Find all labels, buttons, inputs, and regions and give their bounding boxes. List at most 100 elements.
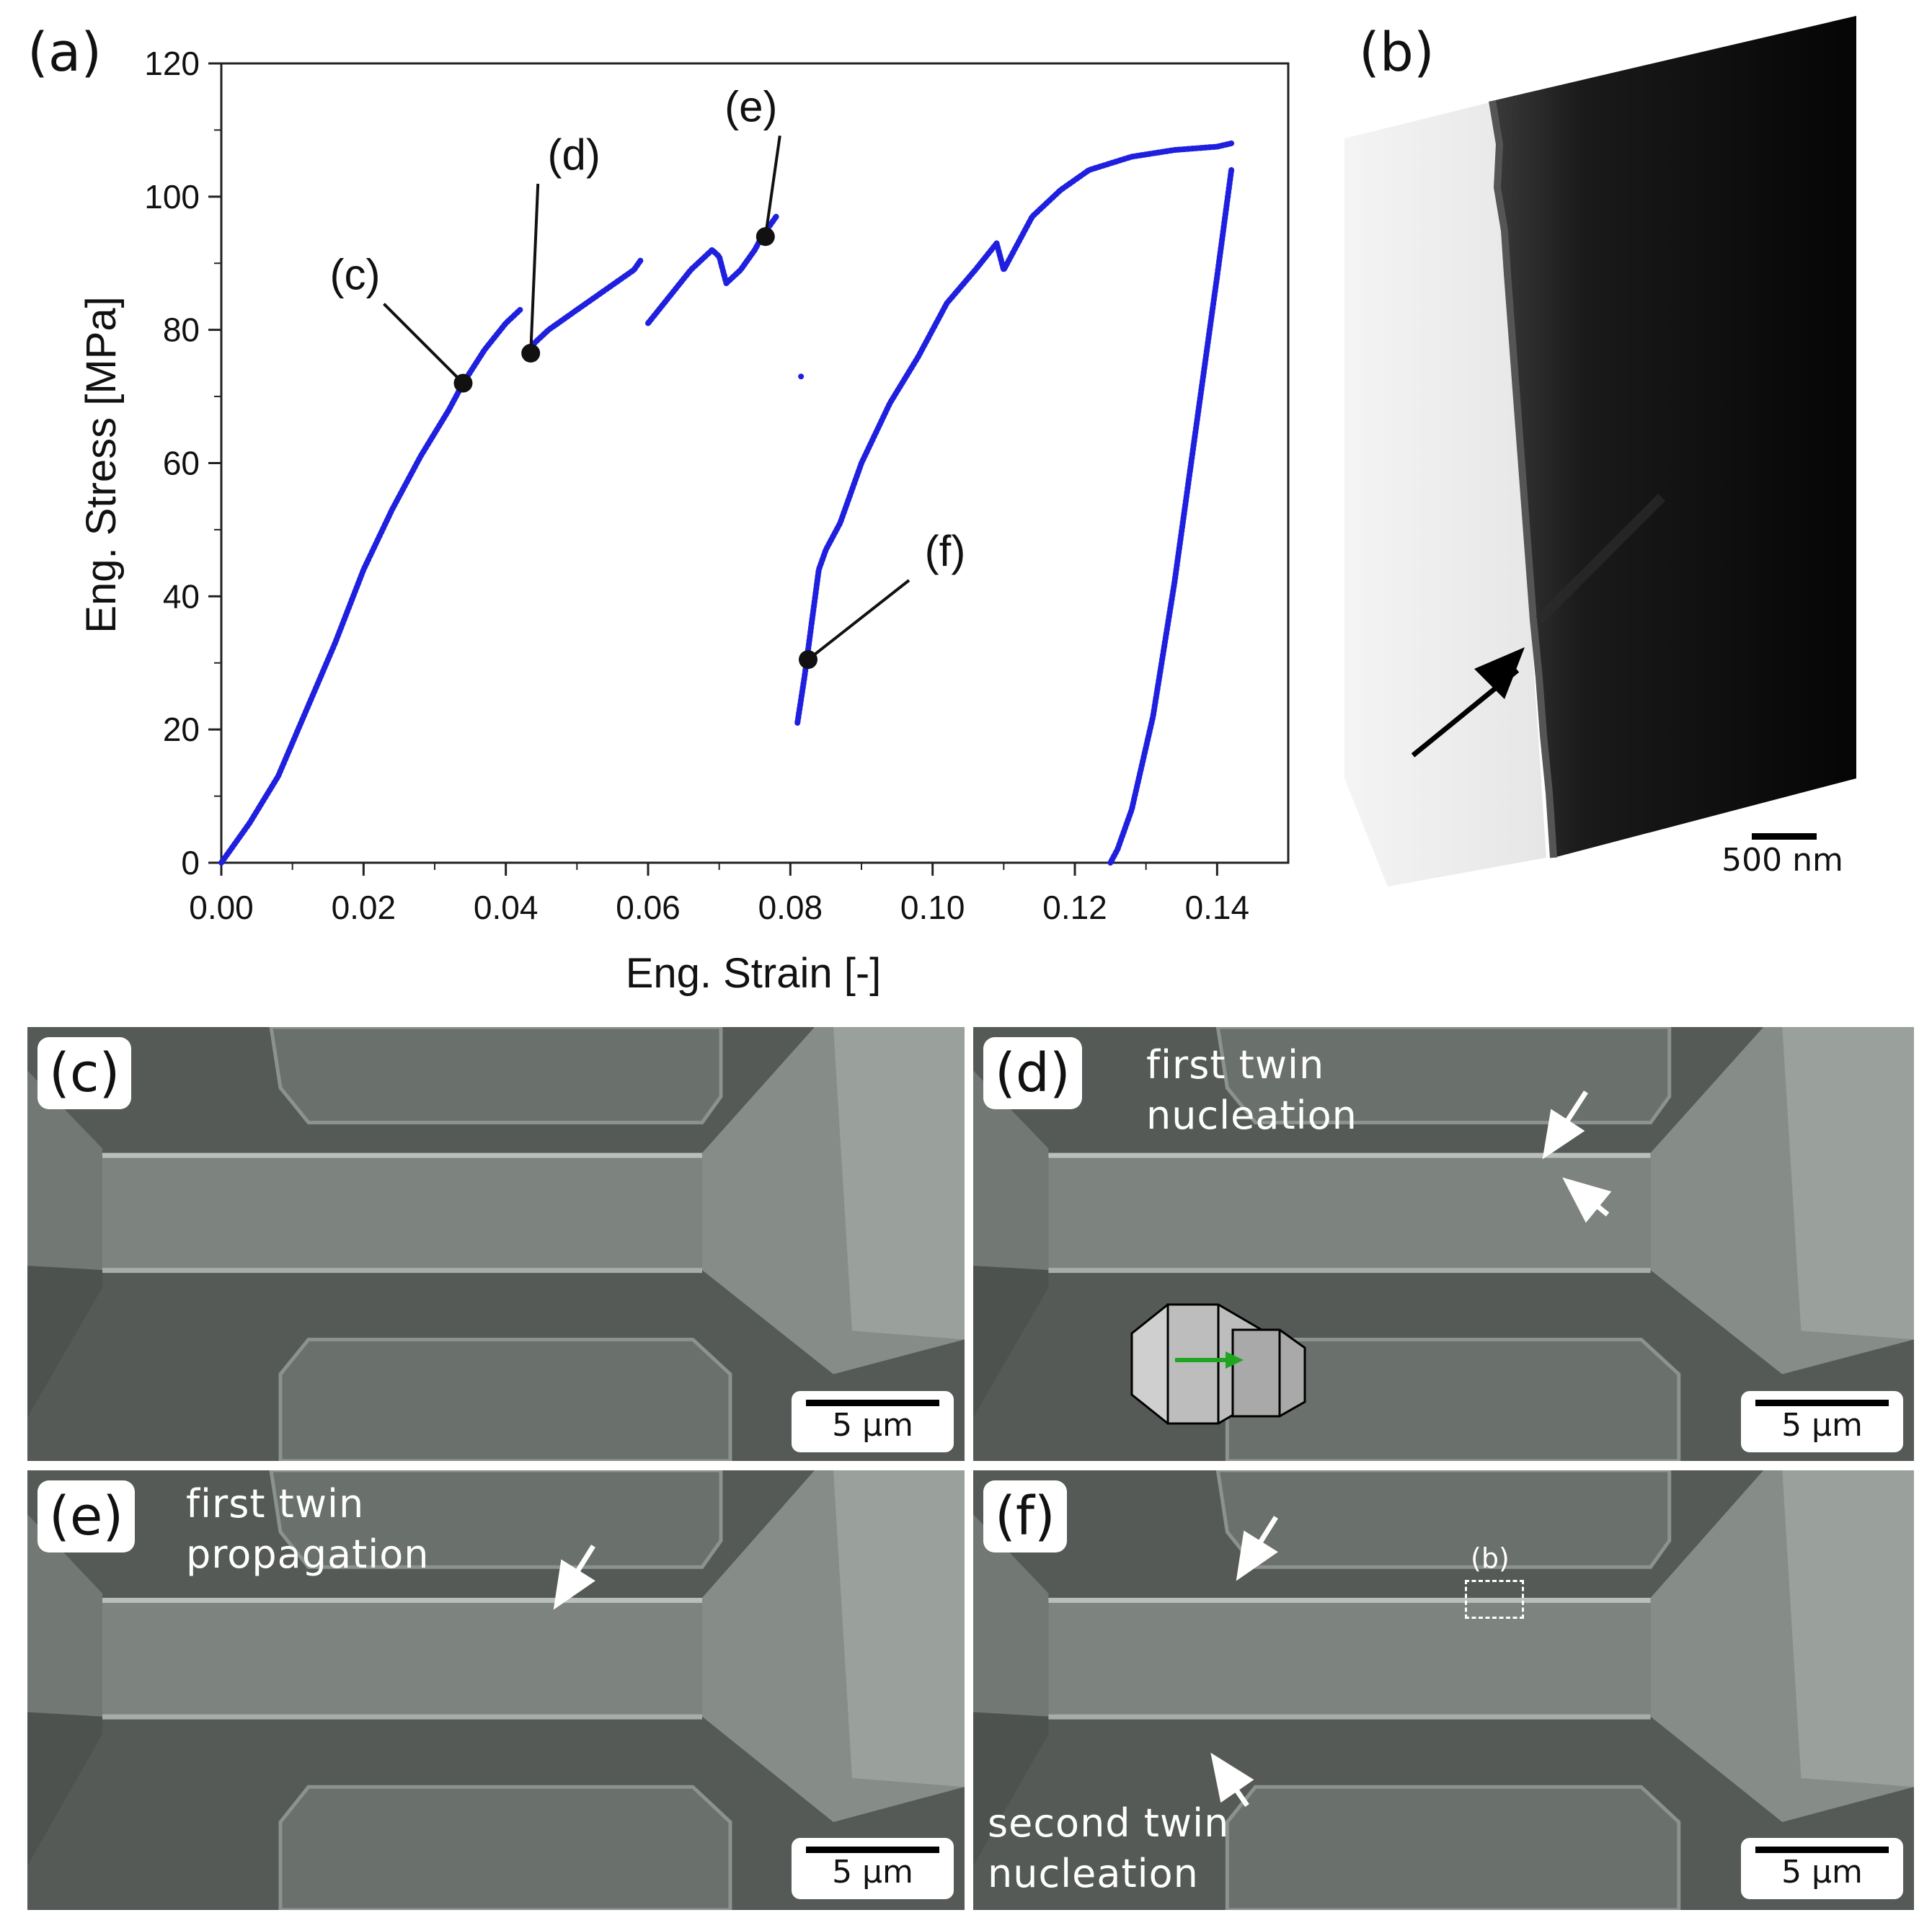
left-shoulder-shadow [973,1266,1049,1418]
marker-leader-line [383,303,464,385]
caption-line-2: nucleation [1146,1093,1357,1138]
tem-twin-boundary [1536,494,1665,623]
gauge-bottom-edge [102,1268,702,1274]
y-tick-label: 120 [144,45,200,82]
gauge-bottom-edge [102,1714,702,1720]
scalebar-label: 500 nm [1721,842,1843,879]
caption-line-1: first twin [186,1481,365,1527]
data-series-segment [524,257,644,353]
marker-point [799,650,817,670]
panel-b-scalebar: 500 nm [1709,823,1856,888]
right-shoulder-face [1782,1470,1914,1787]
data-series-segment [1107,166,1235,866]
scalebar-line [806,1847,939,1853]
gauge-bottom-edge [1048,1268,1651,1274]
data-series-segment [645,213,779,326]
scalebar-label: 5 µm [1781,1854,1863,1891]
data-series-segment [218,306,523,866]
x-axis-label: Eng. Strain [-] [626,950,882,997]
caption-line-1: first twin [1146,1042,1325,1088]
panel-f-sem-image: (f) (b) second twin nucleation 5 µm [973,1470,1914,1910]
left-shoulder-shadow [973,1712,1049,1866]
panel-e-caption: first twin propagation [186,1479,430,1580]
gauge-section [102,1152,702,1271]
gauge-bottom-edge [1048,1714,1651,1720]
upper-grip [269,1470,723,1569]
scalebar-line [1755,1400,1889,1406]
y-axis-label: Eng. Stress [MPa] [78,296,125,633]
x-tick-label: 0.04 [474,889,539,926]
tem-sample-edge [1489,100,1557,858]
right-shoulder-face [833,1027,965,1340]
panel-c-sem-image: (c) 5 µm [27,1027,965,1461]
marker-label: (e) [724,82,777,130]
panel-a-letter: (a) [27,22,102,84]
stress-strain-chart: 0.00 0.02 0.04 0.06 0.08 0.10 0.12 0.14 0 20 40 60 8… [78,45,1290,997]
marker-point [453,373,473,393]
tem-sample-region [1492,16,1856,858]
white-arrow-icon [1210,1752,1254,1803]
y-tick-label: 20 [163,711,200,748]
panel-d-letter: (d) [983,1037,1082,1109]
gauge-section [1048,1597,1651,1717]
scalebar-line [1752,833,1817,840]
gauge-section [102,1597,702,1717]
gauge-top-edge [1048,1597,1651,1603]
green-arrow-icon [1226,1351,1244,1369]
panel-e-scalebar: 5 µm [792,1838,954,1899]
panel-d-caption: first twin nucleation [1146,1040,1357,1141]
scalebar-label: 5 µm [832,1407,913,1444]
white-arrow-icon [1562,1177,1612,1223]
scalebar-line [806,1400,939,1406]
marker-point [755,227,775,246]
x-tick-label: 0.08 [758,889,823,926]
panel-b-tem-image: (b) 500 nm [1344,0,1932,1016]
y-tick-label: 80 [163,311,200,349]
upper-grip [1215,1027,1672,1124]
lower-grip [1225,1785,1681,1910]
panel-e-sem-image: (e) first twin propagation 5 µm [27,1470,965,1910]
x-tick-label: 0.02 [332,889,396,926]
hexagonal-crystal-icon [1130,1303,1306,1425]
marker-label: (c) [329,251,380,299]
scalebar-line [1755,1847,1889,1853]
lower-grip [278,1337,732,1461]
panel-c-letter: (c) [37,1037,132,1109]
right-shoulder-face [1782,1027,1914,1340]
data-point [798,373,805,380]
panel-b-letter: (b) [1359,22,1435,84]
panel-d-sem-image: (d) first twin nucleation 5 µm [973,1027,1914,1461]
x-tick-label: 0.14 [1185,889,1250,926]
lower-grip [278,1785,732,1910]
marker-leader-line [529,183,540,354]
x-tick-label: 0.00 [189,889,254,926]
black-arrow-icon [1474,647,1525,699]
caption-line-1: second twin [988,1800,1230,1846]
marker-leader-line [763,136,781,237]
left-shoulder-shadow [27,1712,102,1866]
plot-frame [220,62,1290,864]
caption-line-2: nucleation [988,1851,1199,1896]
panel-e-letter: (e) [37,1480,136,1552]
y-tick-label: 0 [181,844,200,881]
panel-f-caption: second twin nucleation [988,1798,1229,1899]
gauge-top-edge [1048,1152,1651,1158]
white-arrow-icon [1542,1109,1585,1160]
white-arrow-icon [553,1559,595,1610]
left-shoulder-shadow [27,1266,102,1418]
right-shoulder-face [833,1470,965,1787]
white-arrow-icon [1236,1530,1278,1581]
x-tick-label: 0.12 [1042,889,1107,926]
marker-label: (f) [925,527,966,575]
y-tick-label: 100 [144,178,200,216]
marker-leader-line [807,579,910,661]
y-tick-label: 60 [163,445,200,482]
x-tick-label: 0.10 [900,889,965,926]
panel-f-letter: (f) [983,1480,1067,1552]
y-tick-label: 40 [163,577,200,615]
upper-grip [269,1027,723,1124]
gauge-top-edge [102,1152,702,1158]
x-tick-label: 0.06 [616,889,681,926]
panel-f-dashed-region [1465,1580,1524,1619]
data-series-segment [794,140,1235,726]
